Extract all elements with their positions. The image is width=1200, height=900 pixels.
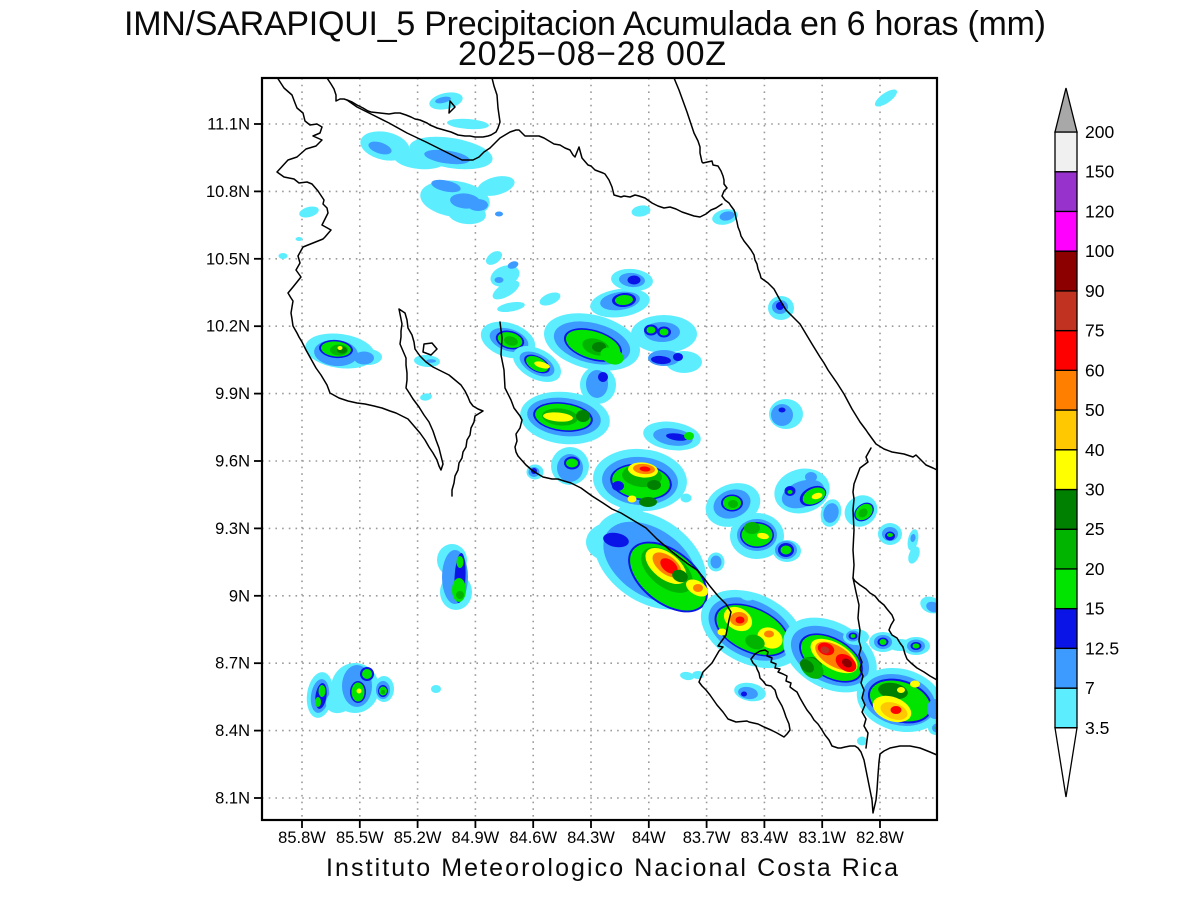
svg-text:20: 20 xyxy=(1085,559,1105,579)
svg-text:100: 100 xyxy=(1085,241,1114,261)
svg-text:8.4N: 8.4N xyxy=(215,722,250,740)
svg-text:Instituto Meteorologico Nacion: Instituto Meteorologico Nacional Costa R… xyxy=(326,854,898,882)
svg-text:83.7W: 83.7W xyxy=(683,829,731,847)
svg-text:9.3N: 9.3N xyxy=(215,520,250,538)
svg-text:10.8N: 10.8N xyxy=(206,183,250,201)
svg-text:50: 50 xyxy=(1085,400,1105,420)
svg-text:10.2N: 10.2N xyxy=(206,318,250,336)
svg-text:60: 60 xyxy=(1085,360,1105,380)
svg-text:9.6N: 9.6N xyxy=(215,453,250,471)
svg-text:2025−08−28 00Z: 2025−08−28 00Z xyxy=(458,35,726,73)
svg-text:83.4W: 83.4W xyxy=(741,829,789,847)
svg-text:84.3W: 84.3W xyxy=(567,829,615,847)
svg-text:7: 7 xyxy=(1085,678,1095,698)
svg-text:150: 150 xyxy=(1085,162,1114,182)
svg-text:84.6W: 84.6W xyxy=(509,829,557,847)
svg-text:90: 90 xyxy=(1085,281,1105,301)
svg-text:82.8W: 82.8W xyxy=(856,829,904,847)
svg-text:IMN/SARAPIQUI_5 Precipitacion: IMN/SARAPIQUI_5 Precipitacion Acumulada … xyxy=(124,5,1046,43)
svg-text:3.5: 3.5 xyxy=(1085,718,1109,738)
svg-text:40: 40 xyxy=(1085,440,1105,460)
svg-text:30: 30 xyxy=(1085,480,1105,500)
svg-text:12.5: 12.5 xyxy=(1085,638,1119,658)
svg-text:85.5W: 85.5W xyxy=(336,829,384,847)
svg-text:8.1N: 8.1N xyxy=(215,790,250,808)
svg-text:200: 200 xyxy=(1085,122,1114,142)
svg-text:8.7N: 8.7N xyxy=(215,655,250,673)
svg-text:10.5N: 10.5N xyxy=(206,250,250,268)
svg-text:9.9N: 9.9N xyxy=(215,385,250,403)
svg-text:83.1W: 83.1W xyxy=(798,829,846,847)
svg-text:11.1N: 11.1N xyxy=(207,116,250,134)
svg-text:25: 25 xyxy=(1085,519,1104,539)
svg-text:15: 15 xyxy=(1085,599,1104,619)
svg-text:85.2W: 85.2W xyxy=(394,829,442,847)
svg-text:84W: 84W xyxy=(632,829,666,847)
svg-text:84.9W: 84.9W xyxy=(452,829,500,847)
svg-text:85.8W: 85.8W xyxy=(278,829,326,847)
svg-text:75: 75 xyxy=(1085,321,1104,341)
svg-text:120: 120 xyxy=(1085,201,1114,221)
svg-text:9N: 9N xyxy=(229,587,250,605)
